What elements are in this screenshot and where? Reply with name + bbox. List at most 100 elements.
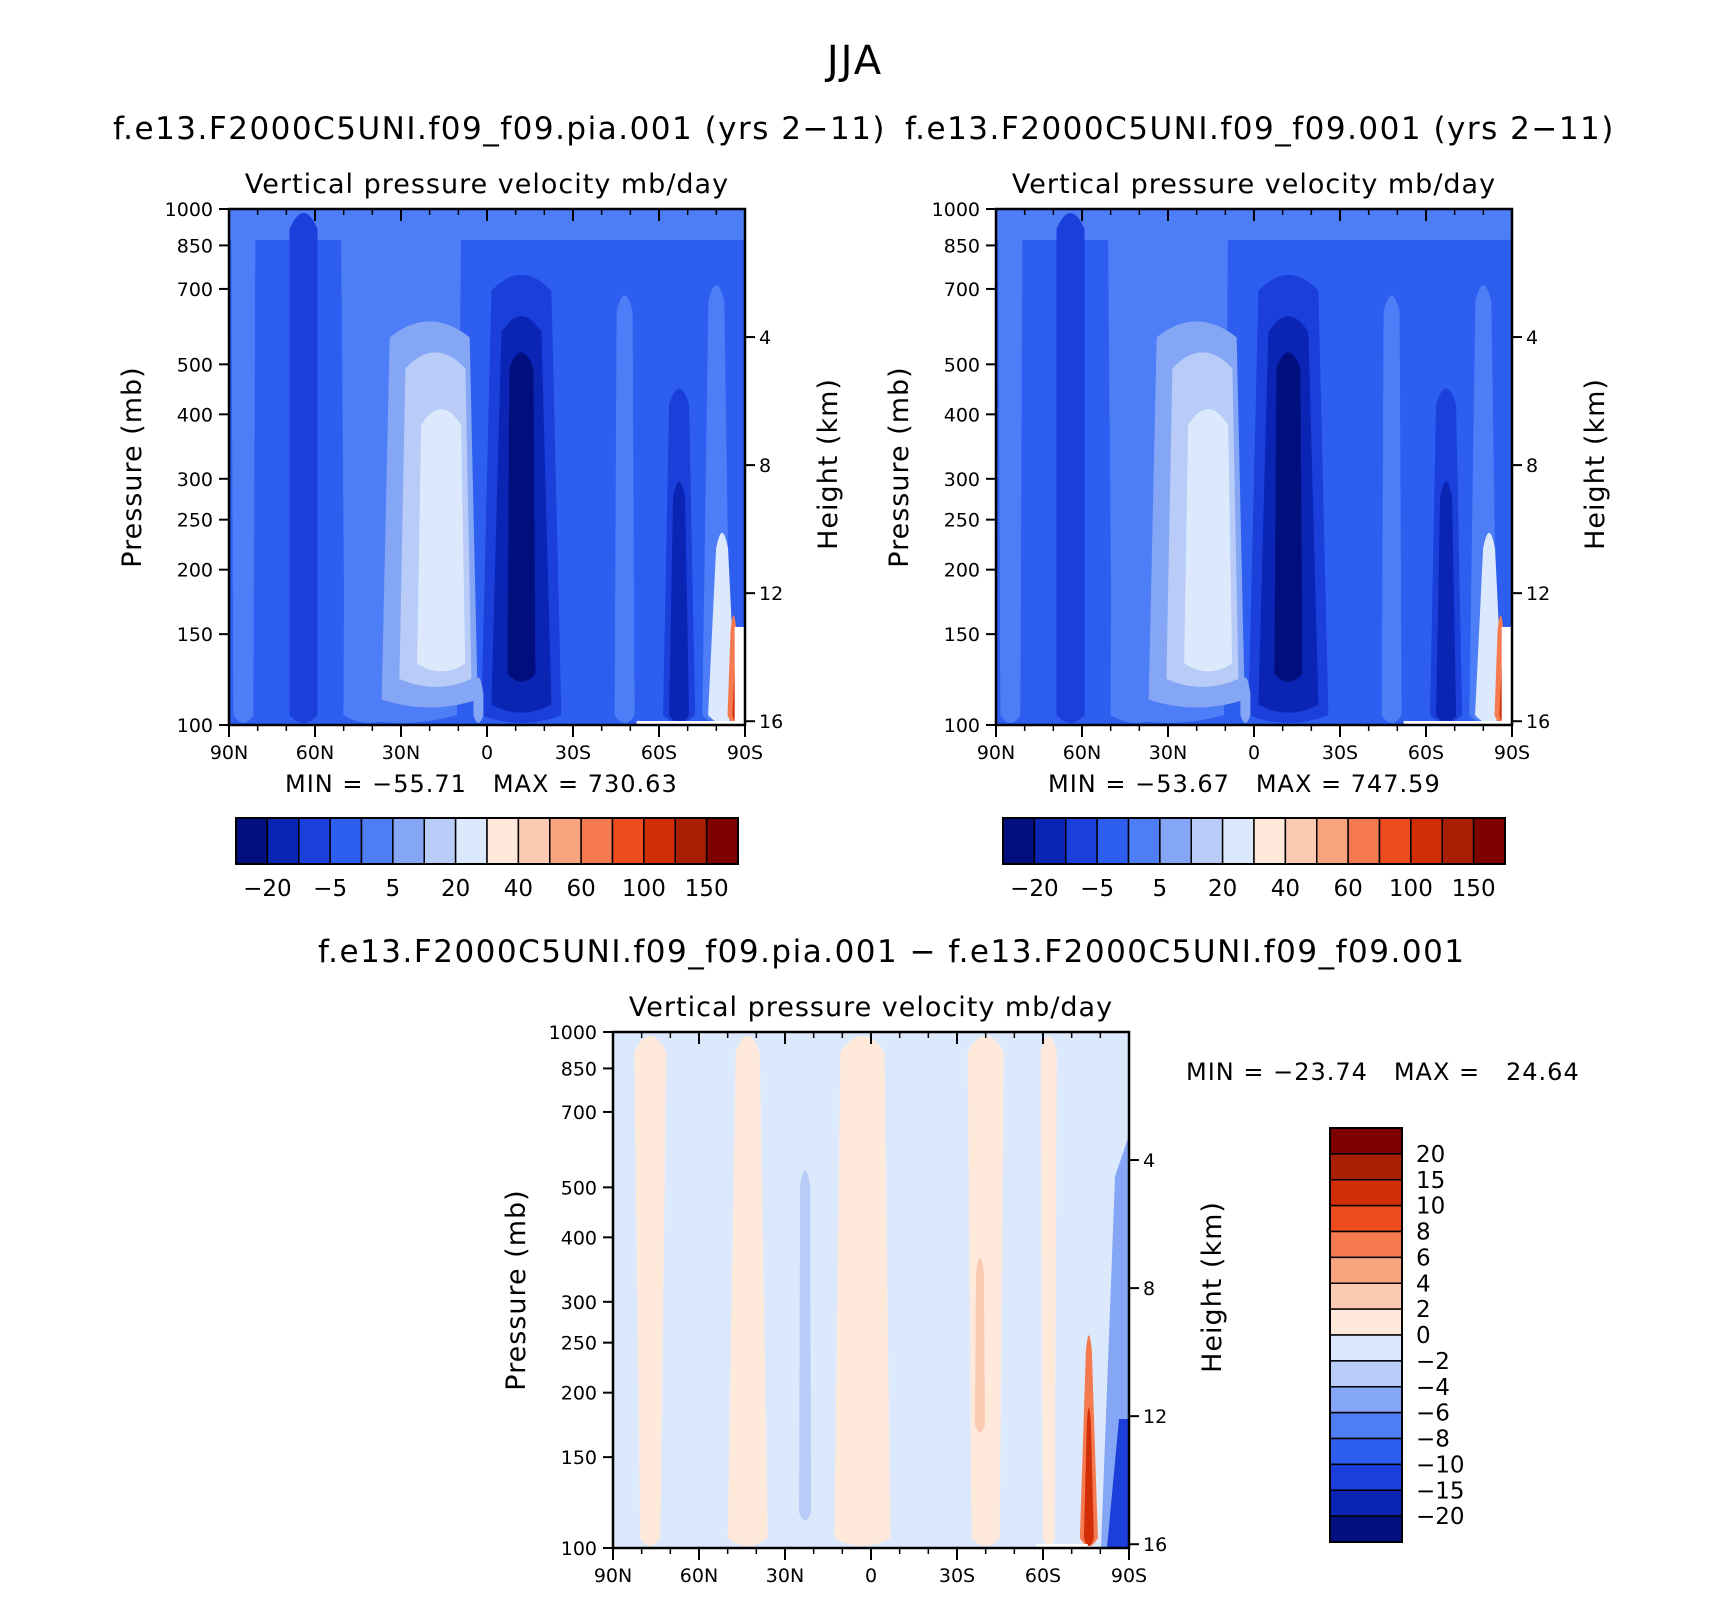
colorbar-box bbox=[1190, 817, 1224, 865]
colorbar-box bbox=[1329, 1127, 1403, 1155]
stats-right: MIN = −53.67 MAX = 747.59 bbox=[1048, 770, 1441, 798]
ascent-core bbox=[507, 352, 536, 682]
colorbar-box bbox=[298, 817, 331, 865]
colorbar-box bbox=[454, 817, 488, 865]
colorbar-box bbox=[580, 817, 614, 865]
colorbar-label: 40 bbox=[504, 876, 533, 902]
max-value: MAX = 730.63 bbox=[492, 770, 678, 798]
y2-tick-label: 8 bbox=[1143, 1278, 1155, 1300]
y-tick-label: 1000 bbox=[932, 199, 980, 221]
positive-band bbox=[967, 1036, 1004, 1546]
x-tick-label: 90N bbox=[977, 742, 1015, 764]
colorbar-label: −10 bbox=[1416, 1452, 1465, 1478]
y-tick-label: 250 bbox=[177, 510, 213, 532]
colorbar-box bbox=[611, 817, 645, 865]
positive-band bbox=[1040, 1036, 1057, 1546]
colorbar-label: −5 bbox=[1080, 876, 1114, 902]
y2-tick-label: 8 bbox=[759, 455, 771, 477]
colorbar-box bbox=[1329, 1489, 1403, 1517]
colorbar-box bbox=[1329, 1437, 1403, 1466]
ascent-band-south-core bbox=[1436, 481, 1457, 723]
subtitle: Vertical pressure velocity mb/day bbox=[245, 169, 729, 200]
x-tick-label: 30N bbox=[1149, 742, 1187, 764]
colorbar-label: 60 bbox=[1333, 876, 1362, 902]
y-tick-label: 500 bbox=[561, 1177, 597, 1199]
x-tick-label: 30S bbox=[555, 742, 591, 764]
missing-data bbox=[1501, 626, 1512, 725]
y2-tick-label: 16 bbox=[1526, 711, 1550, 733]
colorbar-label: 20 bbox=[1208, 876, 1237, 902]
x-tick-label: 60S bbox=[1025, 1565, 1061, 1587]
x-tick-label: 0 bbox=[1248, 742, 1260, 764]
colorbar-box bbox=[329, 817, 363, 865]
descent-core bbox=[1184, 409, 1233, 672]
colorbar-box bbox=[266, 817, 300, 865]
colorbar-box bbox=[643, 817, 676, 865]
y-tick-label: 100 bbox=[944, 715, 980, 737]
x-tick-label: 90N bbox=[210, 742, 248, 764]
negative-streak bbox=[799, 1170, 812, 1521]
colorbar-box bbox=[1472, 817, 1506, 865]
y-tick-label: 150 bbox=[177, 624, 213, 646]
colorbar-box bbox=[1410, 817, 1443, 865]
y-tick-label: 850 bbox=[177, 235, 213, 257]
weak-band bbox=[231, 223, 256, 723]
colorbar-label: 2 bbox=[1416, 1297, 1431, 1323]
colorbar-box bbox=[1329, 1334, 1403, 1362]
y-tick-label: 250 bbox=[561, 1333, 597, 1355]
colorbar-box bbox=[1347, 817, 1381, 865]
colorbar-box bbox=[360, 817, 394, 865]
colorbar-label: 8 bbox=[1416, 1220, 1431, 1246]
weak-band bbox=[998, 223, 1023, 723]
colorbar-box bbox=[1033, 817, 1067, 865]
y-tick-label: 150 bbox=[944, 624, 980, 646]
colorbar-box bbox=[1329, 1308, 1403, 1336]
y-tick-label: 300 bbox=[561, 1292, 597, 1314]
y-tick-label: 300 bbox=[944, 469, 980, 491]
case-title-left: f.e13.F2000C5UNI.f09_f09.pia.001 (yrs 2−… bbox=[113, 111, 887, 147]
y-tick-label: 850 bbox=[944, 235, 980, 257]
colorbar-label: 15 bbox=[1416, 1168, 1445, 1194]
colorbar-label: 20 bbox=[441, 876, 470, 902]
y-tick-label: 100 bbox=[177, 715, 213, 737]
colorbar-box bbox=[1329, 1411, 1403, 1440]
colorbar-box bbox=[1329, 1360, 1403, 1388]
colorbar-box bbox=[1329, 1204, 1403, 1233]
colorbar-right: −20 −5 5 20 40 60 100 150 bbox=[1002, 817, 1506, 902]
colorbar-label: 5 bbox=[1153, 876, 1168, 902]
y-tick-label: 300 bbox=[177, 469, 213, 491]
colorbar-label: −8 bbox=[1416, 1427, 1450, 1453]
contour-field bbox=[229, 209, 745, 725]
colorbar-box bbox=[1378, 817, 1412, 865]
colorbar-box bbox=[1329, 1179, 1403, 1207]
missing-data bbox=[1036, 1544, 1088, 1548]
missing-data bbox=[1403, 721, 1507, 725]
x-tick-label: 30N bbox=[382, 742, 420, 764]
colorbar-box bbox=[1329, 1282, 1403, 1310]
colorbar-box bbox=[486, 817, 520, 865]
colorbar-box bbox=[517, 817, 551, 865]
y-tick-label: 700 bbox=[177, 279, 213, 301]
y2-axis-label: Height (km) bbox=[813, 378, 844, 550]
plot-panel-diff: Vertical pressure velocity mb/day1000850… bbox=[501, 992, 1228, 1587]
y2-tick-label: 8 bbox=[1526, 455, 1538, 477]
colorbar-label: 150 bbox=[1452, 876, 1496, 902]
x-tick-label: 60N bbox=[296, 742, 334, 764]
min-value: MIN = −55.71 bbox=[285, 770, 467, 798]
colorbar-box bbox=[1329, 1256, 1403, 1284]
y-axis-label: Pressure (mb) bbox=[501, 1189, 532, 1390]
x-tick-label: 30S bbox=[939, 1565, 975, 1587]
colorbar-box bbox=[1002, 817, 1036, 865]
colorbar-label: −2 bbox=[1416, 1349, 1450, 1375]
colorbar-label: 20 bbox=[1416, 1142, 1445, 1168]
y-tick-label: 700 bbox=[561, 1102, 597, 1124]
ascent-band bbox=[1056, 213, 1085, 723]
stats-left: MIN = −55.71 MAX = 730.63 bbox=[285, 770, 678, 798]
contour-field bbox=[613, 1032, 1129, 1548]
y2-tick-label: 4 bbox=[1526, 327, 1538, 349]
y2-tick-label: 4 bbox=[759, 327, 771, 349]
y2-tick-label: 12 bbox=[759, 583, 783, 605]
x-tick-label: 0 bbox=[481, 742, 493, 764]
colorbar-box bbox=[1221, 817, 1255, 865]
colorbar-box bbox=[705, 817, 739, 865]
